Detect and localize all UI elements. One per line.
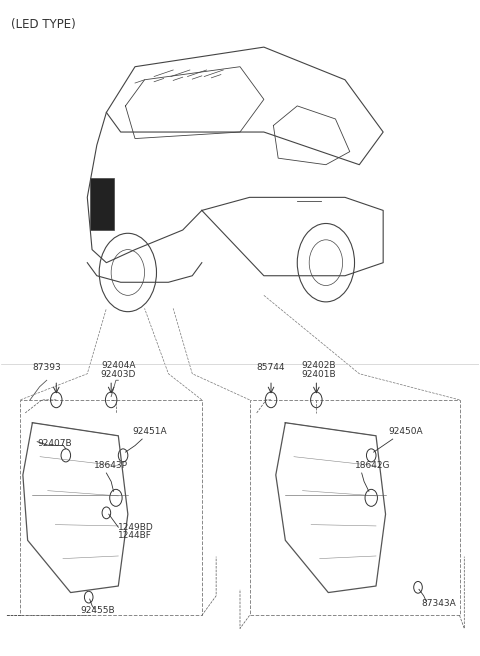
Text: 87343A: 87343A	[421, 599, 456, 607]
Text: 92450A: 92450A	[388, 427, 422, 436]
Text: 1249BD: 1249BD	[118, 523, 154, 533]
Text: 87393: 87393	[32, 363, 61, 373]
Text: (LED TYPE): (LED TYPE)	[11, 18, 76, 31]
Text: 85744: 85744	[257, 363, 285, 373]
Text: 92401B: 92401B	[301, 370, 336, 379]
Text: 1244BF: 1244BF	[118, 531, 152, 541]
Text: 18643P: 18643P	[95, 461, 129, 470]
Text: 92403D: 92403D	[101, 370, 136, 379]
Text: 92402B: 92402B	[301, 361, 336, 371]
Text: 92455B: 92455B	[80, 606, 115, 615]
Text: 18642G: 18642G	[355, 461, 390, 470]
Text: 92404A: 92404A	[101, 361, 135, 371]
Text: 92407B: 92407B	[37, 439, 72, 447]
Bar	[90, 178, 114, 230]
Text: 92451A: 92451A	[132, 427, 167, 436]
